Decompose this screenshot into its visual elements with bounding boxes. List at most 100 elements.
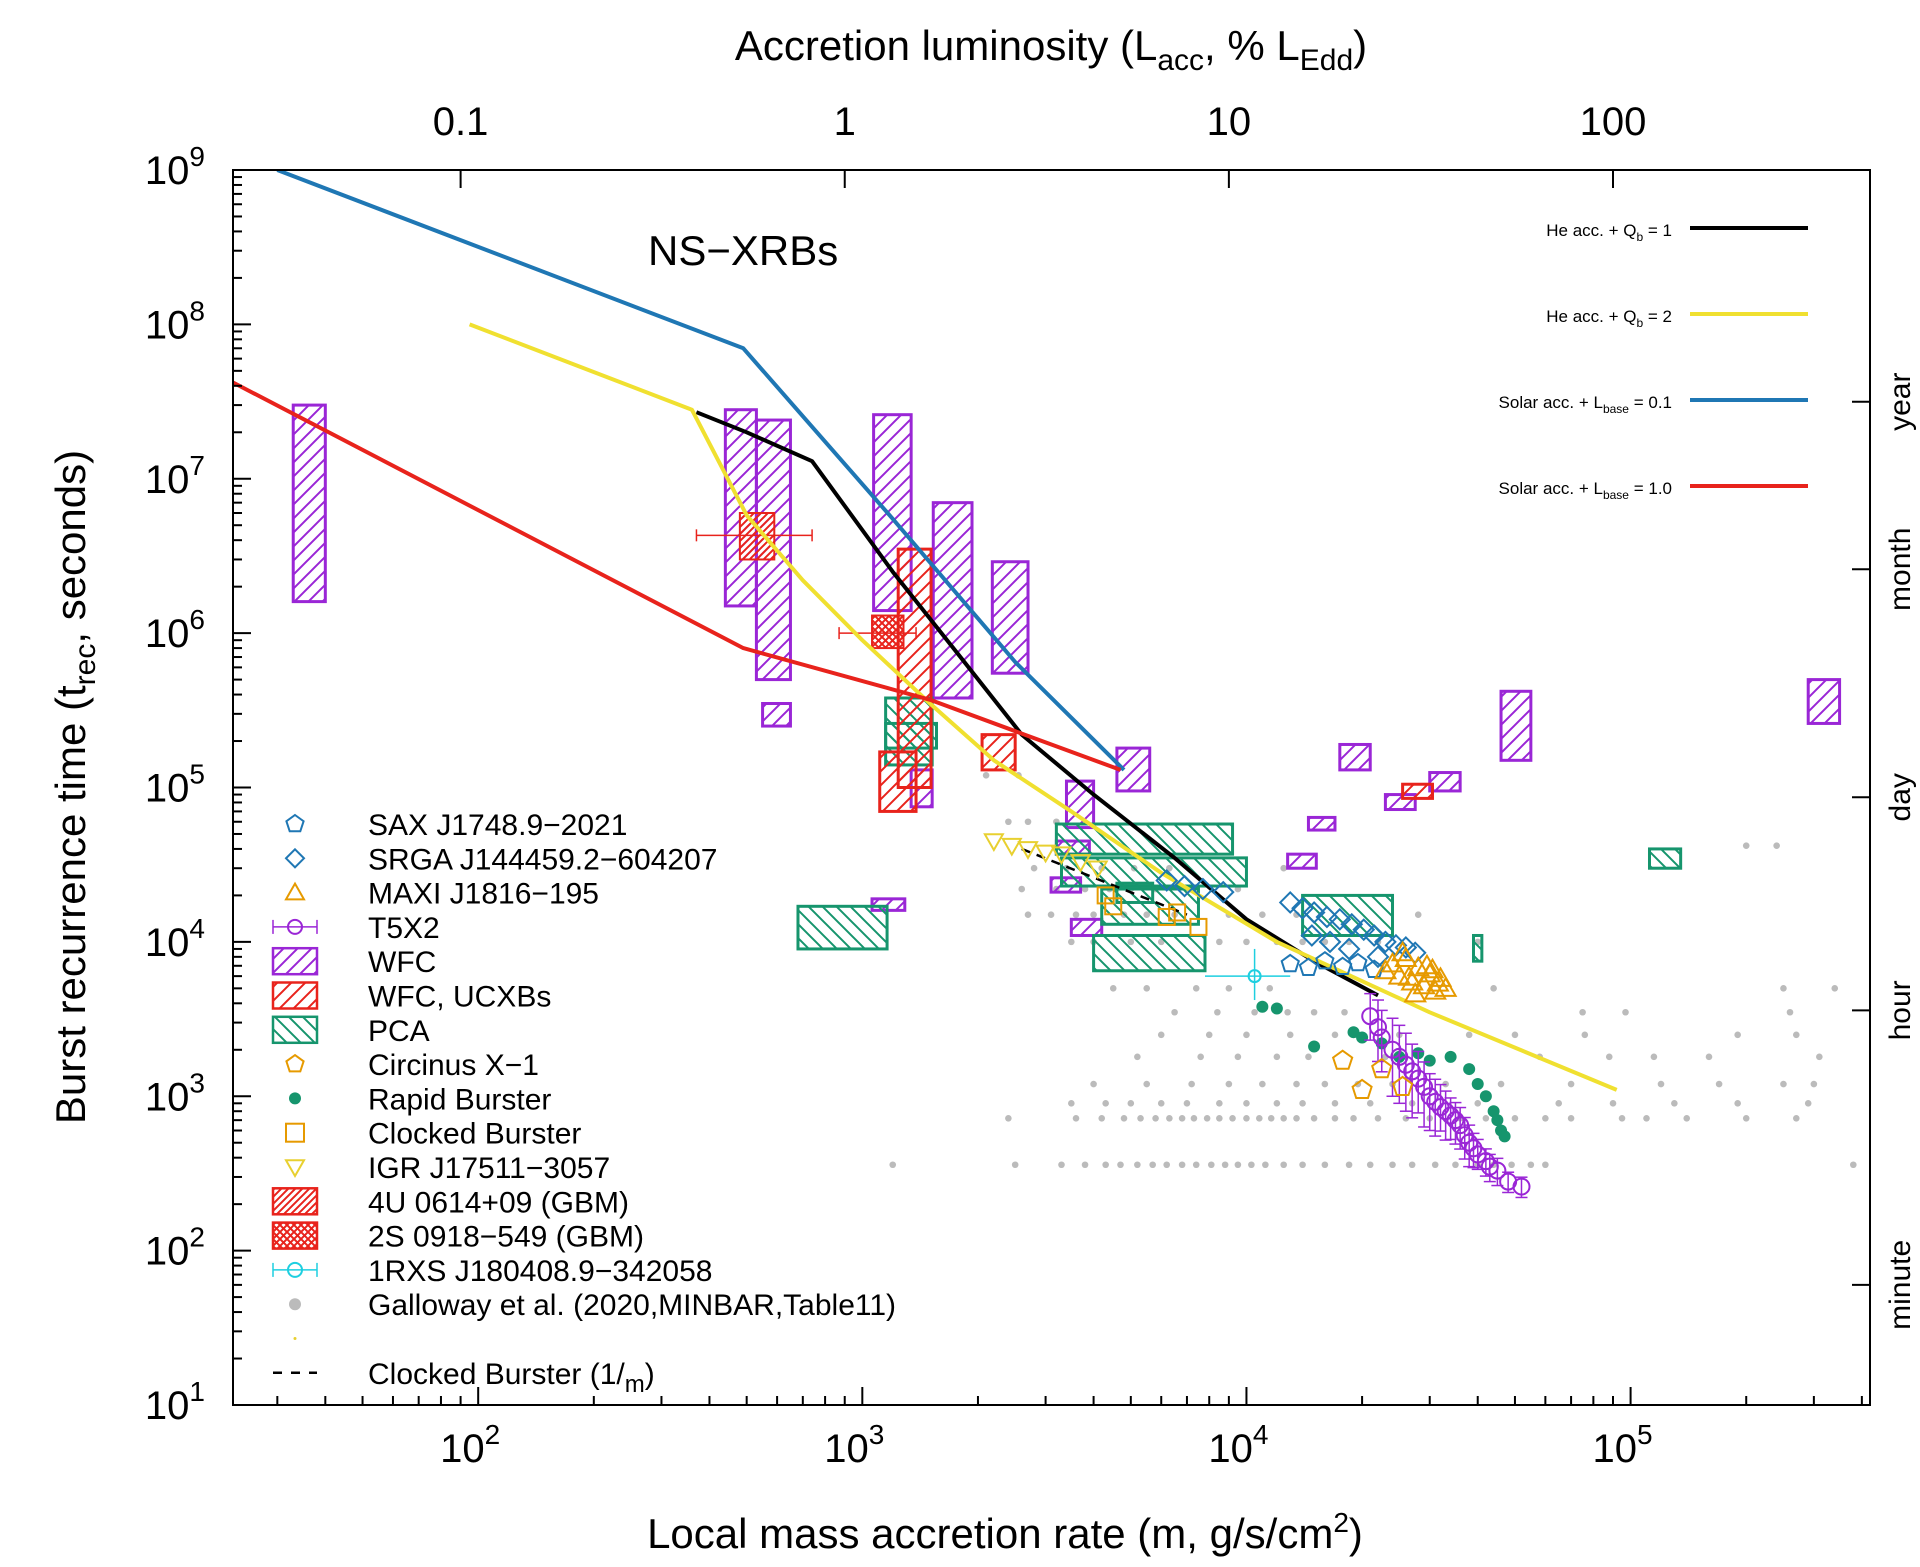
legend-label: T5X2 [368,912,440,945]
galloway-point [1143,1080,1151,1088]
x-tick-label: 103 [824,1419,884,1471]
galloway-point [1280,1114,1287,1122]
galloway-point [1203,1114,1211,1122]
igr-point [1034,844,1057,864]
left-axis: 101 102 103 104 105 106 107 108 109 [145,141,251,1428]
galloway-point [1527,1161,1535,1169]
srga-point [1155,869,1179,892]
galloway-point [1030,864,1038,872]
rapid-burster-point [1256,1000,1269,1013]
model-legend-label: He acc. + Qb = 2 [1546,307,1672,330]
galloway-point [1511,1031,1519,1039]
legend-label: SAX J1748.9−2021 [368,809,627,842]
model-lines-layer [233,170,1618,1092]
wfc-box [291,403,327,604]
galloway-point [1299,938,1306,946]
legend-label: Galloway et al. (2020,MINBAR,Table11) [368,1289,896,1322]
y-tick-label: 104 [145,913,205,965]
galloway-point [1792,1114,1800,1122]
galloway-point [1248,1161,1255,1169]
gbm-4u-box [738,511,776,561]
galloway-point [1705,1053,1713,1061]
igr-point [1069,854,1092,873]
galloway-point [1299,1161,1306,1169]
legend-marker [293,1337,297,1340]
clocked-burster-point [1189,917,1208,936]
sax-point [1364,959,1384,978]
galloway-point [1508,1161,1515,1169]
galloway-point [1321,1080,1329,1088]
bottom-axis: 102 103 104 105 [276,1387,1863,1471]
galloway-point [1205,1031,1213,1039]
legend-marker [271,1221,319,1250]
galloway-point [1734,1031,1741,1039]
galloway-point [1293,1080,1300,1088]
galloway-point [1414,911,1422,918]
galloway-point [1310,1008,1318,1016]
galloway-point [1567,1114,1575,1122]
time-tick-label: hour [1884,980,1917,1040]
srga-point [1278,891,1302,914]
galloway-point [1542,1161,1549,1169]
srga-point [1366,945,1390,969]
pca-box [1092,933,1207,973]
srga-point [1362,924,1386,947]
pca-box [1647,847,1683,870]
galloway-point [1234,1053,1242,1061]
model-legend: He acc. + Qb = 1 He acc. + Qb = 2 Solar ac… [1499,221,1808,502]
galloway-point [1047,911,1055,918]
cirx1-point [1351,1078,1373,1099]
x-tick-label: 102 [440,1419,500,1471]
galloway-point [1605,1053,1613,1061]
galloway-point [1567,1080,1575,1088]
srga-point [1173,874,1196,898]
galloway-point [1284,1008,1291,1016]
galloway-point [1024,911,1032,918]
galloway-point [1214,1008,1221,1016]
legend-label: Circinus X−1 [368,1049,539,1082]
cirx1-point [1371,1057,1393,1079]
galloway-point [1127,1100,1135,1107]
rapid-burster-point [1471,1078,1484,1091]
galloway-point [1243,1114,1250,1122]
galloway-point [1831,985,1839,992]
galloway-point [1618,1114,1626,1122]
legend-marker [284,881,306,901]
rapid-burster-point [1491,1114,1504,1127]
galloway-point [1643,1114,1650,1122]
pca-box [1054,822,1235,856]
galloway-point [1081,1161,1089,1169]
galloway-point [1452,1161,1459,1169]
legend-marker [285,1053,305,1073]
t5x2-point [1441,1106,1460,1125]
t5x2-point [1372,1028,1391,1047]
srga-point [1315,905,1339,929]
galloway-point [1273,1100,1281,1107]
points-layer [983,833,1531,1199]
galloway-point [1850,1161,1857,1169]
galloway-point [1134,1053,1141,1061]
wfc-box [1338,742,1372,772]
galloway-point [1117,1161,1124,1169]
galloway-point [1299,1100,1306,1107]
t5x2-point [1436,1102,1455,1121]
srga-point [1337,937,1361,961]
srga-point [1291,896,1315,920]
rapid-burster-point [1479,1090,1492,1103]
time-tick-label: day [1884,773,1917,821]
model-legend-label: He acc. + Qb = 1 [1546,221,1672,244]
galloway-point [1408,1161,1416,1169]
sax-point [1298,957,1319,976]
rapid-burster-point [1308,1040,1321,1053]
wfc-box [1064,779,1096,830]
rxs-point [1247,969,1262,984]
galloway-point [1068,938,1075,946]
galloway-point [1366,1100,1374,1107]
galloway-point [1207,1161,1215,1169]
igr-point [1017,841,1039,860]
galloway-point [1166,1114,1173,1122]
t5x2-point [1420,1087,1439,1106]
galloway-point [889,1161,897,1169]
galloway-point [1157,1100,1165,1107]
